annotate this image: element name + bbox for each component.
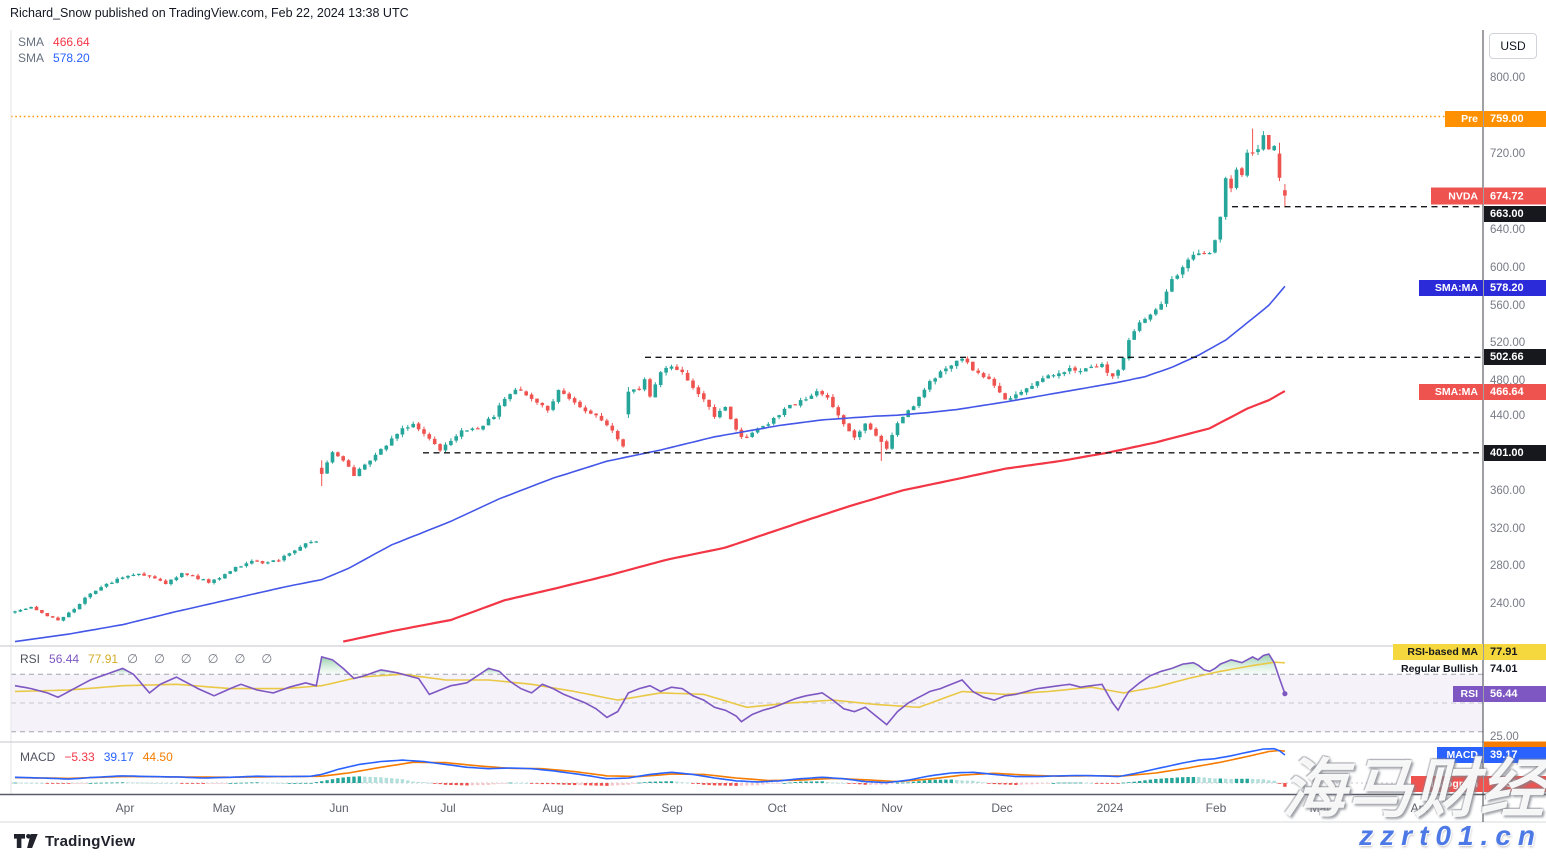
price-badge-value: 466.64 — [1484, 384, 1546, 400]
watermark-cn: 海马财经 — [1282, 753, 1546, 825]
legend-sma-blue[interactable]: SMA 578.20 — [18, 51, 90, 65]
month-label: Apr — [115, 801, 135, 815]
price-tick: 240.00 — [1490, 598, 1526, 610]
price-badge-value: 578.20 — [1484, 280, 1546, 296]
level-lines-layer — [11, 115, 1483, 454]
month-label: Feb — [1205, 801, 1227, 815]
month-label: May — [212, 801, 236, 815]
month-label: Jul — [440, 801, 456, 815]
month-label: 2024 — [1096, 801, 1124, 815]
rsi-ma-value: 77.91 — [88, 651, 119, 666]
rsi-label: RSI — [20, 651, 41, 666]
page-title: Richard_Snow published on TradingView.co… — [10, 6, 409, 20]
month-label: Jun — [329, 801, 349, 815]
month-label: Aug — [542, 801, 564, 815]
price-tick: 320.00 — [1490, 523, 1526, 535]
price-tick: 600.00 — [1490, 262, 1526, 274]
sma-label: SMA — [18, 35, 45, 49]
price-tick: 520.00 — [1490, 337, 1526, 349]
rsi-value: 56.44 — [49, 651, 80, 666]
rsi-panel-layer — [11, 653, 1483, 733]
price-badge-label: SMA:MA — [1419, 280, 1483, 296]
sma-label-2: SMA — [18, 51, 45, 65]
price-badge-label: SMA:MA — [1419, 384, 1483, 400]
price-badge-label: RSI — [1453, 686, 1483, 702]
price-badge-label: Histogram — [1411, 776, 1483, 792]
price-badge-label: Pre — [1445, 111, 1483, 127]
macd-hist-value: −5.33 — [64, 750, 95, 764]
price-badge-value: 663.00 — [1484, 206, 1546, 222]
sma-blue-value: 578.20 — [53, 51, 90, 65]
legend-macd[interactable]: MACD −5.33 39.17 44.50 — [20, 750, 173, 764]
price-badge-label: Regular Bullish — [1400, 663, 1478, 675]
price-badge-value: 39.17 — [1484, 747, 1546, 763]
price-badge-value: 56.44 — [1484, 686, 1546, 702]
macd-label: MACD — [20, 750, 56, 764]
macd-panel-layer — [11, 747, 1483, 787]
price-badge-value — [1484, 741, 1546, 749]
price-tick: 640.00 — [1490, 224, 1526, 236]
price-tick: 360.00 — [1490, 485, 1526, 497]
macd-signal-value: 44.50 — [142, 750, 173, 764]
tradingview-logo: TradingView — [14, 833, 135, 850]
price-badge-value: 401.00 — [1484, 445, 1546, 461]
sma-red-value: 466.64 — [53, 35, 90, 49]
price-badge-label: NVDA — [1431, 187, 1483, 205]
price-badge-value: 77.91 — [1484, 644, 1546, 660]
month-label: Mar — [1309, 801, 1331, 815]
price-tick: 560.00 — [1490, 300, 1526, 312]
price-badge-value: 74.01 — [1490, 663, 1518, 675]
price-badge-value: 759.00 — [1484, 111, 1546, 127]
price-tick: 280.00 — [1490, 560, 1526, 572]
panel-frame-layer — [0, 30, 1546, 823]
month-label: Oct — [767, 801, 787, 815]
price-badge-value: 502.66 — [1484, 349, 1546, 365]
currency-toggle-button[interactable]: USD — [1489, 33, 1537, 59]
legend-sma-red[interactable]: SMA 466.64 — [18, 35, 90, 49]
rsi-divergence-toggles-icon[interactable]: ∅ ∅ ∅ ∅ ∅ ∅ — [127, 651, 279, 666]
sma-lines-layer — [14, 285, 1286, 643]
legend-rsi[interactable]: RSI 56.44 77.91 ∅ ∅ ∅ ∅ ∅ ∅ — [20, 651, 278, 666]
price-badge-label: RSI-based MA — [1393, 644, 1483, 660]
tradingview-logo-icon — [14, 834, 38, 848]
month-label: Nov — [881, 801, 903, 815]
month-label: Apr — [1410, 801, 1430, 815]
candles-layer — [13, 128, 1287, 622]
watermark-url: zzrt01.cn — [1359, 820, 1542, 851]
price-tick: 440.00 — [1490, 410, 1526, 422]
month-label: Sep — [661, 801, 683, 815]
price-badge-value: −5.33 — [1484, 776, 1546, 792]
price-badge-label: MACD — [1437, 747, 1483, 763]
macd-line-value: 39.17 — [103, 750, 134, 764]
price-tick: 720.00 — [1490, 148, 1526, 160]
month-label: Dec — [991, 801, 1013, 815]
tradingview-logo-text: TradingView — [45, 833, 136, 850]
price-tick: 25.00 — [1490, 731, 1519, 743]
price-tick: 800.00 — [1490, 72, 1526, 84]
price-badge-value: 674.72 — [1484, 187, 1546, 205]
